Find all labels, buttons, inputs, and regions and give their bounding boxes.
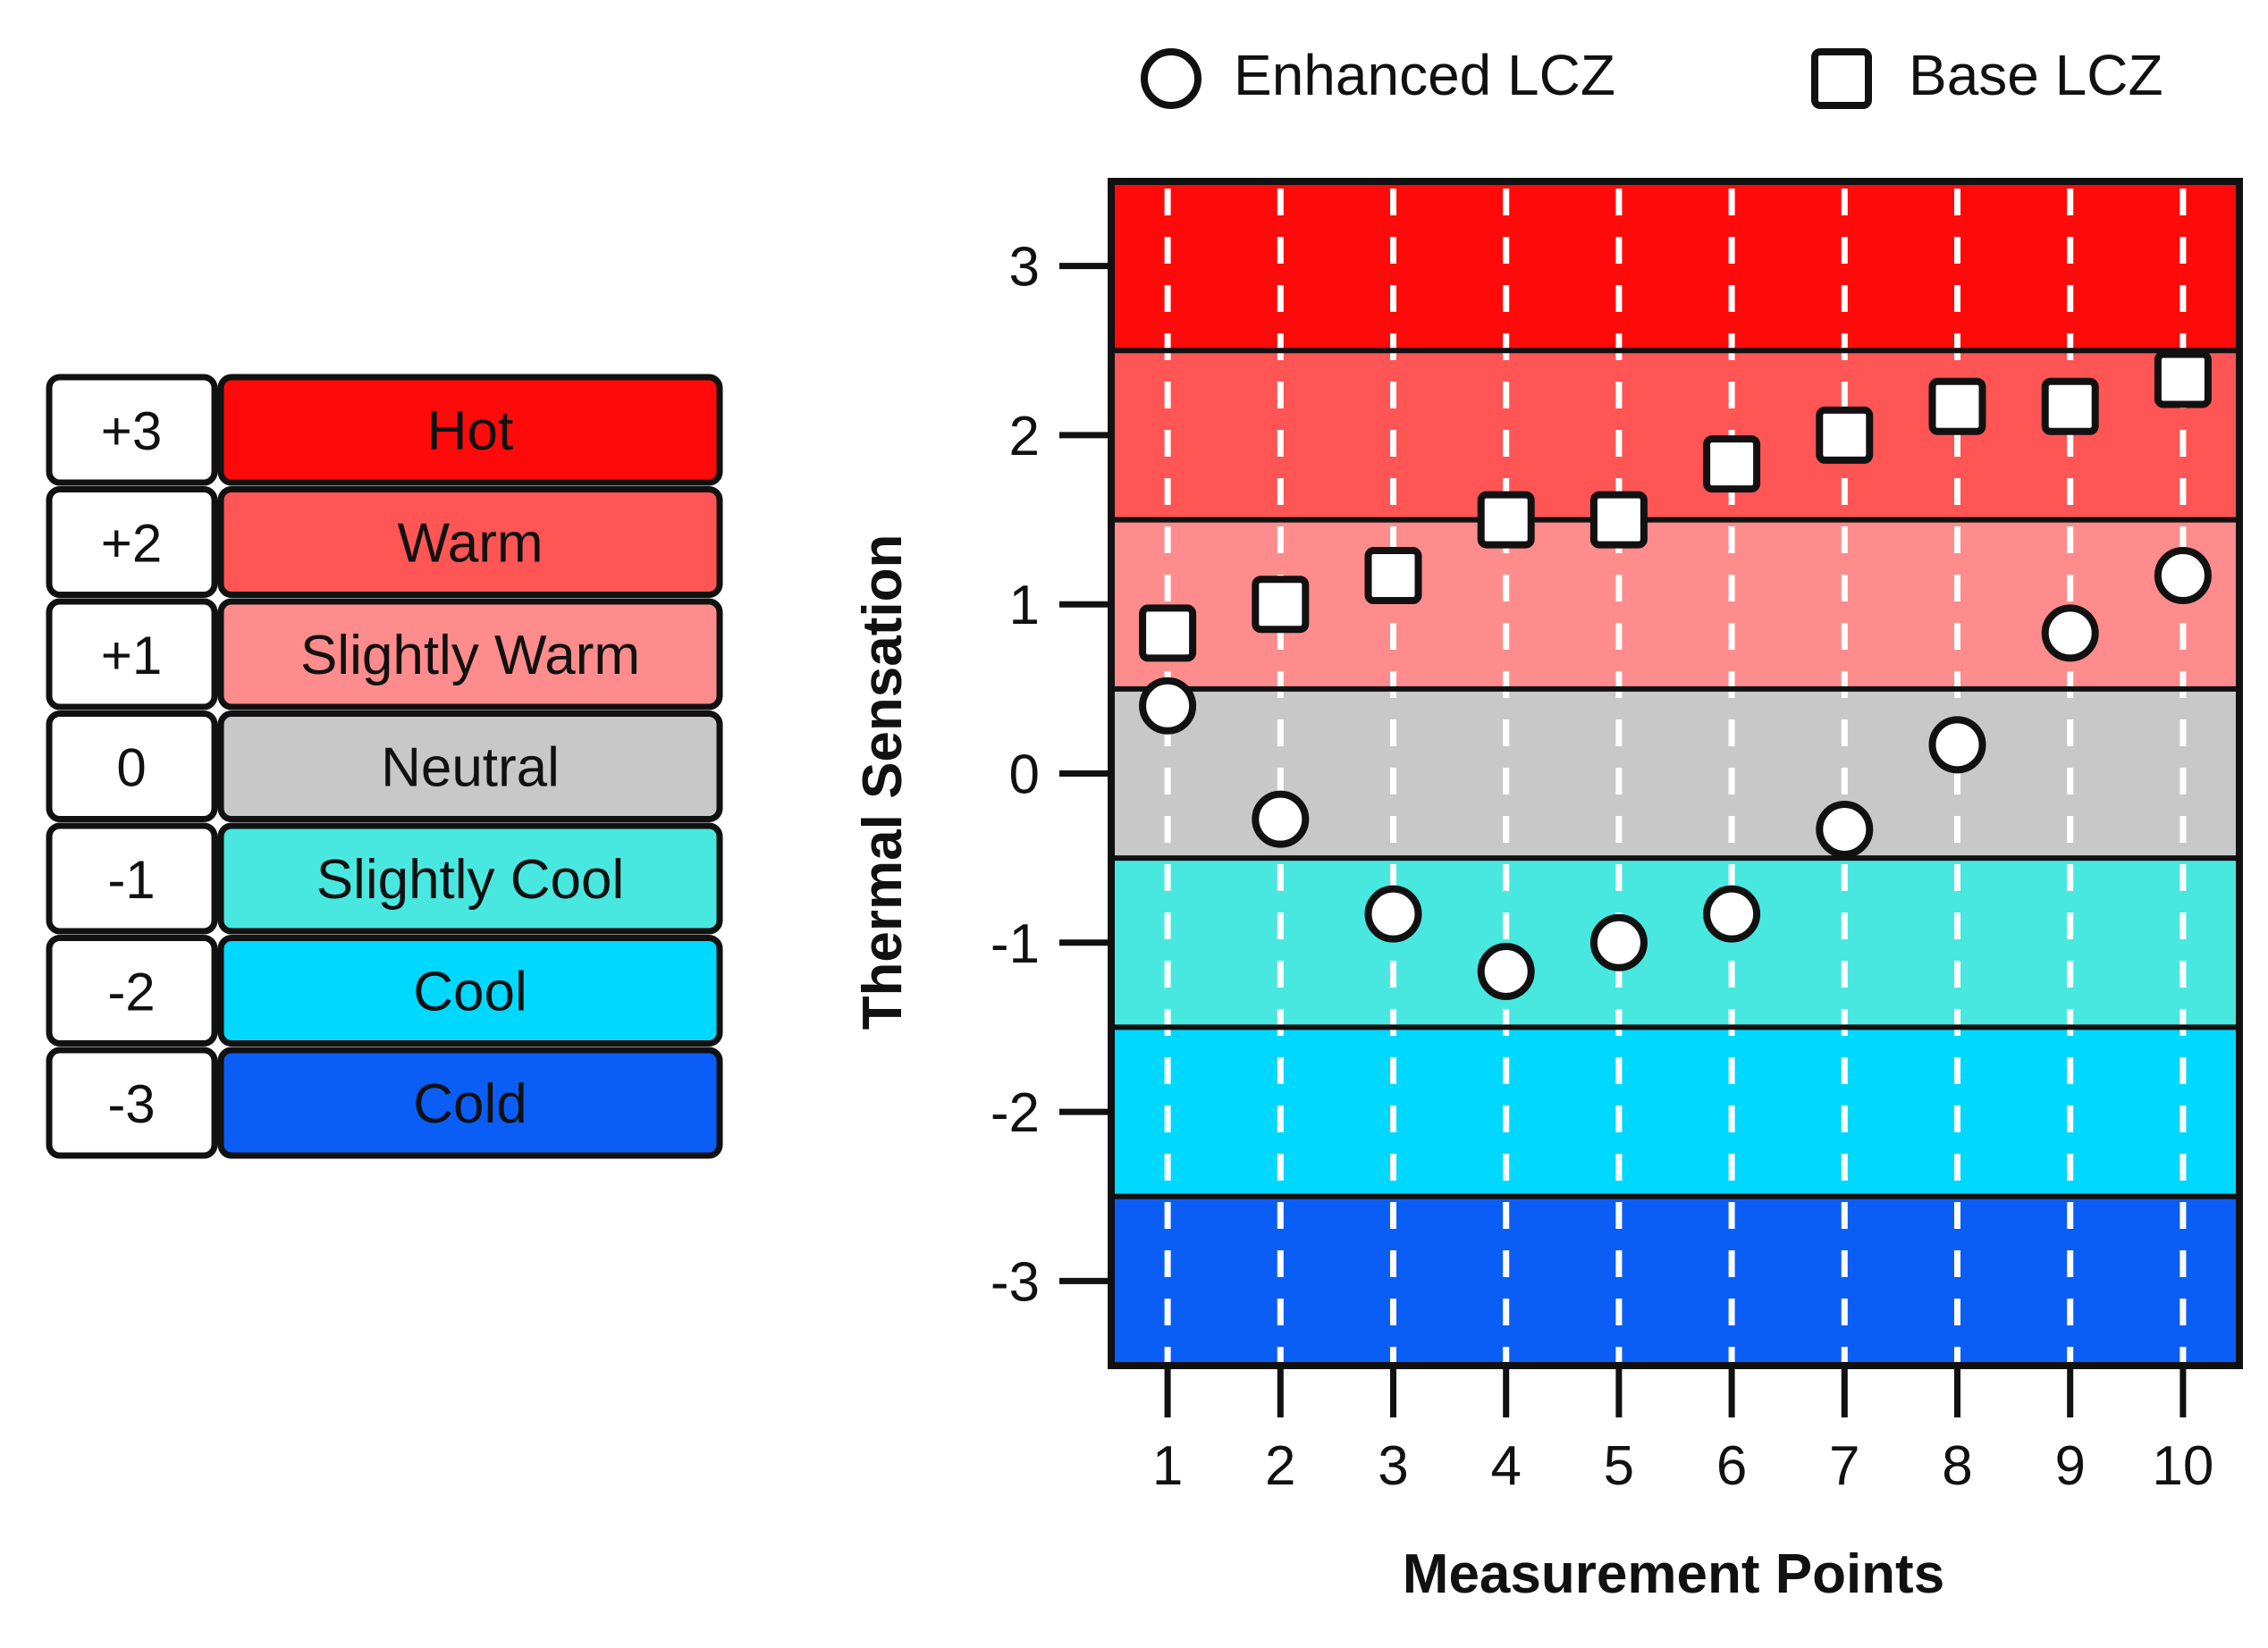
scale-code: +3: [101, 401, 162, 461]
plot-points: [1139, 350, 2212, 1000]
legend-base-lcz: Base LCZ: [1909, 43, 2163, 107]
x-tick-label: 6: [1716, 1435, 1747, 1497]
enhanced-lcz-point: [2154, 547, 2212, 605]
x-tick-label: 3: [1378, 1435, 1408, 1497]
enhanced-lcz-point: [1364, 885, 1422, 943]
scale-code-box: [46, 935, 218, 1047]
scale-label-box: [217, 374, 723, 486]
scale-code-box: [46, 1047, 218, 1159]
base-lcz-point: [1364, 547, 1422, 605]
scale-label: Slightly Warm: [300, 625, 640, 686]
scale-code: -1: [107, 850, 155, 910]
x-tick-label: 10: [2152, 1435, 2213, 1497]
base-lcz-point: [1589, 491, 1648, 549]
y-tick-label: 0: [1009, 744, 1040, 806]
thermal-scale-legend: +3 Hot +2 Warm +1 Slightly Warm 0 Neutral -1 Slig…: [46, 374, 723, 1159]
scale-code-box: [46, 822, 218, 935]
enhanced-lcz-point: [1703, 885, 1761, 943]
scale-code-box: [46, 374, 218, 486]
y-tick-label: 3: [1009, 237, 1040, 298]
x-tick-label: 5: [1604, 1435, 1634, 1497]
base-lcz-point: [2041, 377, 2099, 435]
scale-code: -3: [107, 1074, 155, 1134]
series-legend: Enhanced LCZ Base LCZ: [1141, 43, 2163, 109]
scale-label: Slightly Cool: [316, 849, 625, 911]
scale-label: Warm: [398, 513, 544, 575]
legend-square-icon: [1811, 48, 1872, 109]
base-lcz-point: [1928, 377, 1986, 435]
x-tick-label: 1: [1152, 1435, 1183, 1497]
band-cold: [1111, 1196, 2239, 1366]
enhanced-lcz-point: [1477, 942, 1535, 1000]
y-tick-label: 2: [1009, 406, 1040, 467]
base-lcz-point: [1703, 435, 1761, 493]
scale-code: +1: [101, 626, 162, 685]
y-tick-label: -2: [991, 1082, 1040, 1144]
scale-label-box: [217, 486, 723, 598]
x-axis-label: Measurement Points: [1403, 1543, 1944, 1605]
base-lcz-point: [1139, 604, 1197, 662]
scale-code: +2: [101, 514, 162, 574]
band-cool: [1111, 1027, 2239, 1197]
plot-bands: [1111, 181, 2239, 1366]
scale-label-box: [217, 1047, 723, 1159]
scale-label: Hot: [427, 400, 513, 462]
x-tick-label: 4: [1490, 1435, 1521, 1497]
base-lcz-point: [1477, 491, 1535, 549]
x-tick-label: 2: [1265, 1435, 1295, 1497]
band-slightly-cool: [1111, 858, 2239, 1028]
base-lcz-point: [1816, 406, 1874, 464]
base-lcz-point: [1252, 576, 1310, 634]
enhanced-lcz-point: [1252, 790, 1310, 848]
y-tick-label: -1: [991, 913, 1040, 975]
scale-label-box: [217, 598, 723, 710]
scale-code: -2: [107, 963, 155, 1022]
y-tick-label: -3: [991, 1251, 1040, 1313]
scale-label-box: [217, 710, 723, 822]
y-axis-label: Thermal Sensation: [852, 534, 914, 1030]
scale-label: Cool: [413, 962, 527, 1023]
legend-enhanced-lcz: Enhanced LCZ: [1234, 43, 1615, 107]
x-tick-label: 8: [1942, 1435, 1972, 1497]
enhanced-lcz-point: [1816, 800, 1874, 858]
y-tick-label: 1: [1009, 575, 1040, 636]
scale-label-box: [217, 822, 723, 935]
scale-label-box: [217, 935, 723, 1047]
enhanced-lcz-point: [1928, 716, 1986, 774]
scale-label: Neutral: [381, 737, 560, 799]
scale-code: 0: [116, 738, 146, 798]
legend-circle-icon: [1141, 48, 1201, 109]
base-lcz-point: [2154, 350, 2212, 408]
scale-code-box: [46, 486, 218, 598]
x-tick-label: 7: [1829, 1435, 1859, 1497]
enhanced-lcz-point: [2041, 604, 2099, 662]
scale-code-box: [46, 710, 218, 822]
scale-label: Cold: [413, 1073, 527, 1135]
enhanced-lcz-point: [1589, 913, 1648, 971]
scale-code-box: [46, 598, 218, 710]
x-tick-label: 9: [2054, 1435, 2085, 1497]
band-hot: [1111, 181, 2239, 351]
enhanced-lcz-point: [1139, 677, 1197, 735]
